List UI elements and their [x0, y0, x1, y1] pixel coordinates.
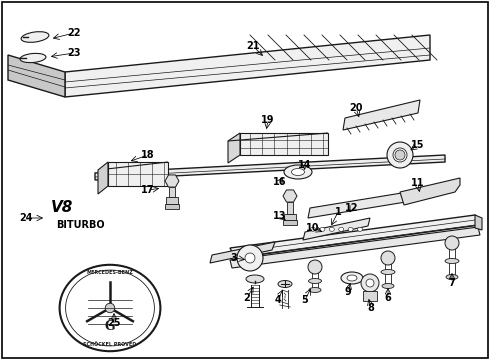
Ellipse shape	[358, 228, 363, 231]
Text: V8: V8	[51, 201, 73, 216]
Bar	[287, 202, 293, 214]
Polygon shape	[65, 35, 430, 97]
Ellipse shape	[60, 265, 160, 351]
Text: V8: V8	[51, 201, 73, 216]
Bar	[169, 187, 175, 197]
Polygon shape	[240, 133, 328, 155]
Text: 6: 6	[385, 293, 392, 303]
Text: 2: 2	[244, 293, 250, 303]
Polygon shape	[343, 100, 420, 130]
Text: 13: 13	[273, 211, 287, 221]
Circle shape	[445, 236, 459, 250]
Polygon shape	[210, 242, 275, 263]
Text: 17: 17	[141, 185, 155, 195]
Ellipse shape	[311, 227, 316, 231]
Circle shape	[381, 251, 395, 265]
Polygon shape	[165, 175, 179, 187]
Polygon shape	[98, 162, 168, 170]
Ellipse shape	[347, 275, 357, 281]
Polygon shape	[303, 218, 370, 240]
Ellipse shape	[381, 270, 395, 274]
Ellipse shape	[320, 227, 325, 231]
Polygon shape	[230, 215, 480, 258]
Ellipse shape	[382, 284, 394, 288]
Text: 8: 8	[368, 303, 374, 313]
Ellipse shape	[292, 168, 304, 175]
Text: 11: 11	[411, 178, 425, 188]
FancyBboxPatch shape	[363, 291, 377, 301]
Text: 16: 16	[273, 177, 287, 187]
Text: 9: 9	[344, 287, 351, 297]
Text: 20: 20	[349, 103, 363, 113]
Ellipse shape	[309, 288, 321, 292]
Polygon shape	[98, 162, 108, 194]
Polygon shape	[228, 133, 240, 163]
Polygon shape	[308, 190, 420, 218]
Text: G: G	[105, 320, 115, 333]
Circle shape	[361, 274, 379, 292]
Circle shape	[245, 253, 255, 263]
Circle shape	[393, 148, 407, 162]
Text: BITURBO: BITURBO	[56, 220, 104, 230]
Circle shape	[366, 279, 374, 287]
Text: 24: 24	[19, 213, 33, 223]
Ellipse shape	[329, 227, 334, 231]
Text: 3: 3	[231, 253, 237, 263]
Polygon shape	[230, 227, 480, 268]
Text: 14: 14	[298, 160, 312, 170]
Circle shape	[395, 150, 405, 160]
Text: 23: 23	[67, 48, 81, 58]
Text: 25: 25	[107, 318, 121, 328]
Ellipse shape	[309, 279, 321, 284]
Text: 18: 18	[141, 150, 155, 160]
Text: 15: 15	[411, 140, 425, 150]
Text: 21: 21	[246, 41, 260, 51]
Text: 7: 7	[449, 278, 455, 288]
Polygon shape	[228, 133, 328, 141]
Text: MERCEDES-BENZ: MERCEDES-BENZ	[87, 270, 133, 274]
Text: 1: 1	[335, 207, 342, 217]
Circle shape	[387, 142, 413, 168]
Ellipse shape	[284, 165, 312, 179]
Ellipse shape	[278, 280, 292, 288]
Polygon shape	[283, 190, 297, 202]
Ellipse shape	[445, 258, 459, 264]
FancyBboxPatch shape	[283, 220, 297, 225]
Text: 22: 22	[67, 28, 81, 38]
Ellipse shape	[21, 32, 49, 42]
Polygon shape	[108, 162, 168, 186]
Polygon shape	[400, 178, 460, 205]
Polygon shape	[8, 55, 65, 97]
Ellipse shape	[446, 274, 458, 279]
FancyBboxPatch shape	[284, 214, 296, 220]
Text: SCHÖCKEL PROVED: SCHÖCKEL PROVED	[83, 342, 137, 346]
FancyBboxPatch shape	[166, 197, 178, 204]
Text: 12: 12	[345, 203, 359, 213]
Text: 10: 10	[306, 223, 320, 233]
Ellipse shape	[339, 228, 343, 231]
Text: 5: 5	[302, 295, 308, 305]
FancyBboxPatch shape	[165, 204, 179, 209]
Text: 4: 4	[274, 295, 281, 305]
Circle shape	[237, 245, 263, 271]
Ellipse shape	[341, 272, 363, 284]
Text: 19: 19	[261, 115, 275, 125]
Circle shape	[308, 260, 322, 274]
Ellipse shape	[348, 228, 353, 231]
Circle shape	[105, 303, 115, 313]
Polygon shape	[95, 155, 445, 180]
Ellipse shape	[246, 275, 264, 283]
Polygon shape	[475, 215, 482, 230]
Ellipse shape	[20, 53, 46, 63]
